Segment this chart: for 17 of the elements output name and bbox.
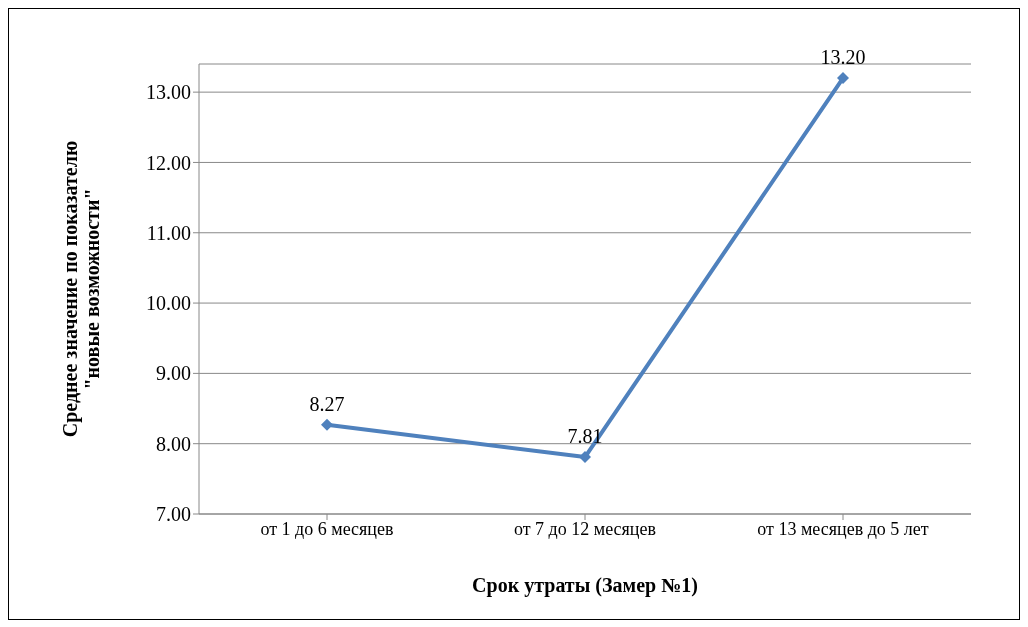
y-tick-label: 9.00 <box>156 362 191 385</box>
y-tick-label: 10.00 <box>146 292 191 315</box>
point <box>837 72 849 85</box>
data-label: 13.20 <box>820 46 866 69</box>
x-axis-title: Срок утраты (Замер №1) <box>472 574 698 597</box>
point <box>579 451 591 464</box>
point <box>321 418 333 431</box>
y-tick-label: 8.00 <box>156 432 191 455</box>
x-tick-label: от 7 до 12 месяцев <box>513 518 657 539</box>
y-tick-label: 12.00 <box>146 151 191 174</box>
data-label: 8.27 <box>309 392 345 415</box>
y-axis-title: Среднее значение по показателю "новые возможности" <box>59 140 103 438</box>
x-tick-label: от 13 месяцев до 5 лет <box>757 518 929 539</box>
y-tick-label: 11.00 <box>146 221 191 244</box>
y-tick-label: 7.00 <box>156 503 191 526</box>
x-tick-label: от 1 до 6 месяцев <box>260 518 394 539</box>
y-tick-label: 13.00 <box>146 81 191 104</box>
